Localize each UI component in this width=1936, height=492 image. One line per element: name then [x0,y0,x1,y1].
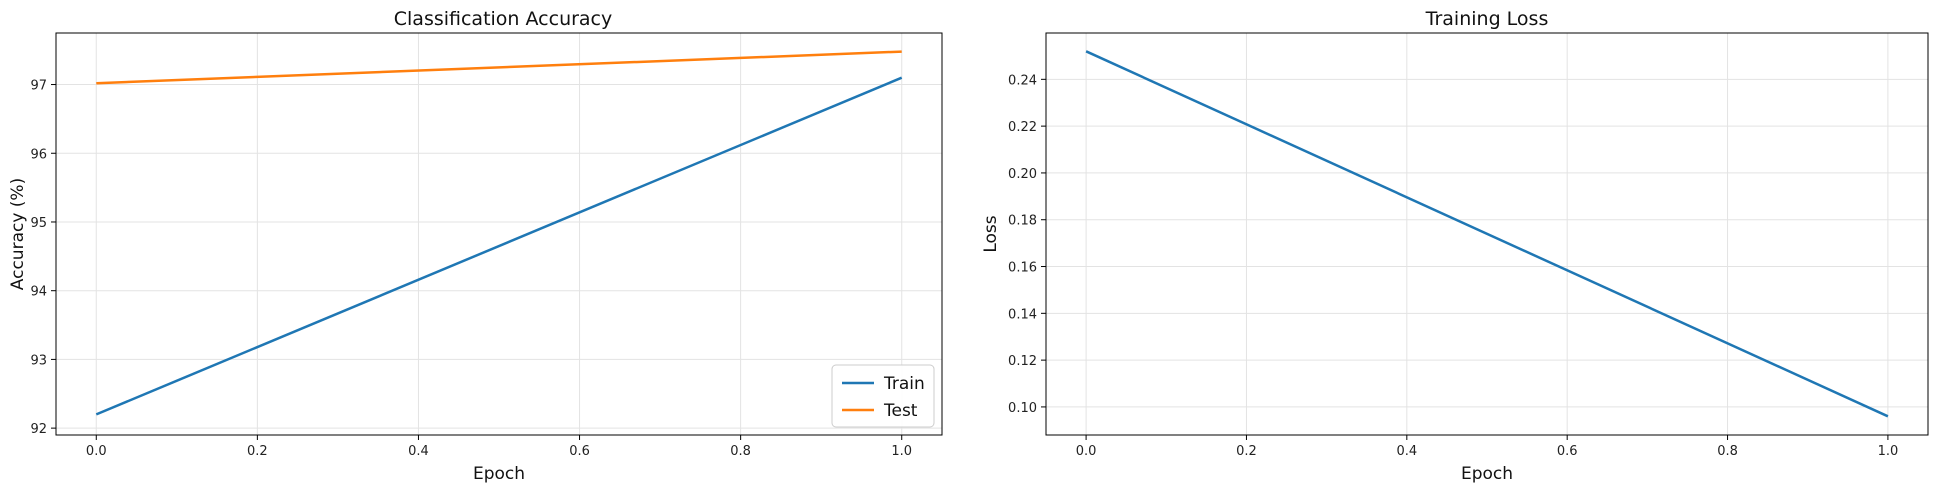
loss-y-tick-label: 0.14 [1008,307,1037,322]
loss-line-series-0 [1085,50,1889,418]
loss-plot-lines [1085,50,1889,418]
loss-x-tick-label: 0.0 [1076,444,1097,459]
accuracy-y-tick-label: 94 [30,285,47,300]
accuracy-x-tick-label: 0.6 [569,444,590,459]
accuracy-y-tick-label: 97 [30,79,47,94]
legend-label-test: Test [883,401,918,421]
loss-x-tick-label: 0.6 [1557,444,1578,459]
loss-x-tick-label: 0.8 [1717,444,1738,459]
accuracy-chart-title: Classification Accuracy [394,8,613,30]
loss-chart: Training Loss 0.0 0.2 0.4 0.6 0.8 1.0 0.10 0.12… [981,8,1929,484]
accuracy-y-axis-label: Accuracy (%) [8,178,28,290]
accuracy-plot-frame [55,32,943,436]
loss-y-tick-label: 0.12 [1008,354,1037,369]
accuracy-y-tick-label: 96 [30,147,47,162]
accuracy-x-tick-label: 0.2 [247,444,268,459]
accuracy-ticks: 0.0 0.2 0.4 0.6 0.8 1.0 92 93 94 95 96 97 [30,79,912,459]
accuracy-y-tick-label: 93 [30,353,47,368]
loss-y-tick-label: 0.20 [1008,167,1037,182]
loss-y-tick-label: 0.10 [1008,401,1037,416]
loss-y-axis-label: Loss [981,215,1001,252]
accuracy-chart: Classification Accuracy 0.0 0.2 0.4 0.6 0.8 1… [8,8,943,484]
accuracy-line-train [95,76,903,416]
accuracy-x-tick-label: 1.0 [891,444,912,459]
loss-y-tick-label: 0.22 [1008,120,1037,135]
loss-y-tick-label: 0.18 [1008,214,1037,229]
accuracy-y-tick-label: 92 [30,422,47,437]
loss-grid [1046,33,1928,435]
legend-box [831,364,935,428]
accuracy-legend: Train Test [831,364,935,428]
legend-label-train: Train [883,374,925,394]
loss-x-axis-label: Epoch [1461,464,1513,484]
loss-x-tick-label: 1.0 [1878,444,1899,459]
loss-chart-title: Training Loss [1425,8,1549,30]
accuracy-x-tick-label: 0.8 [730,444,751,459]
loss-x-tick-label: 0.2 [1236,444,1257,459]
accuracy-x-axis-label: Epoch [473,464,525,484]
loss-y-tick-label: 0.24 [1008,73,1037,88]
accuracy-line-test [96,50,902,85]
accuracy-plot-lines [95,50,903,416]
loss-x-tick-label: 0.4 [1396,444,1417,459]
loss-y-tick-label: 0.16 [1008,261,1037,276]
loss-plot-frame [1045,32,1929,436]
accuracy-y-tick-label: 95 [30,216,47,231]
accuracy-x-tick-label: 0.0 [86,444,107,459]
loss-ticks: 0.0 0.2 0.4 0.6 0.8 1.0 0.10 0.12 0.14 0.16 0.18 0.… [1008,73,1898,459]
accuracy-grid [56,33,942,435]
accuracy-x-tick-label: 0.4 [408,444,429,459]
